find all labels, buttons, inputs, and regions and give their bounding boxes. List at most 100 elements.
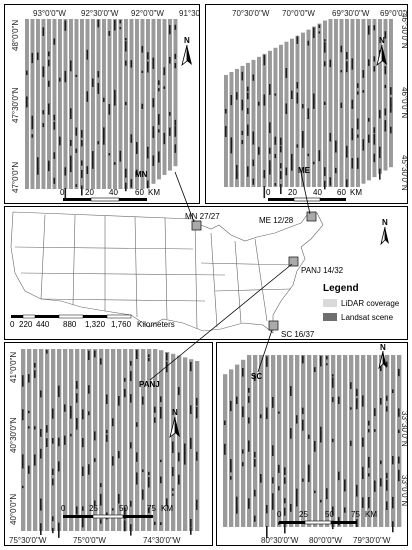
lidar-strip <box>325 355 330 527</box>
mn-site-label: MN <box>135 170 148 179</box>
lidar-strip-dark <box>40 504 42 510</box>
lidar-strip-dark <box>22 462 24 469</box>
lidar-strip-dark <box>324 42 326 53</box>
lidar-strip-dark <box>92 151 94 160</box>
lidar-strip-dark <box>247 124 249 136</box>
lidar-strip-dark <box>86 49 89 60</box>
lidar-strip-dark <box>174 125 177 137</box>
me-top-tick-2: 70°0'0"W <box>282 9 315 18</box>
lidar-strip-dark <box>313 27 315 38</box>
lidar-strip-dark <box>160 406 162 415</box>
lidar-strip <box>343 355 348 527</box>
lidar-strip-dark <box>324 61 326 67</box>
lidar-strip-dark <box>296 82 299 89</box>
lidar-strip-dark <box>22 409 24 421</box>
lidar-strip-dark <box>252 74 255 81</box>
lidar-strip-dark <box>373 56 376 62</box>
lidar-strip-dark <box>335 167 337 174</box>
lidar-strip-dark <box>48 160 50 172</box>
lidar-strip-dark <box>178 452 180 462</box>
lidar-strip-dark <box>190 528 192 532</box>
lidar-strip-dark <box>196 406 198 419</box>
lidar-strip-dark <box>158 113 160 125</box>
lidar-strip-dark <box>31 52 34 64</box>
lidar-strip-dark <box>278 411 280 414</box>
lidar-strip-dark <box>247 107 249 114</box>
lidar-strip-dark <box>148 471 150 476</box>
lidar-strip-dark <box>42 70 45 76</box>
lidar-strip-dark <box>368 420 370 426</box>
lidar-strip <box>146 19 150 189</box>
lidar-strip-dark <box>158 88 160 92</box>
lidar-strip <box>397 355 402 527</box>
mn-scale-bar: 0 20 40 60 KM <box>60 188 160 202</box>
lidar-strip-dark <box>307 40 310 46</box>
lidar-strip-dark <box>86 166 89 175</box>
lidar-strip-dark <box>70 139 72 147</box>
mn-top-tick-1: 93°0'0"W <box>33 9 66 18</box>
lidar-strip-dark <box>136 452 138 462</box>
lidar-strip-dark <box>64 167 67 176</box>
lidar-strip-dark <box>163 67 166 76</box>
lidar-strip-dark <box>160 413 162 419</box>
lidar-strip-dark <box>374 408 376 417</box>
lidar-strip-dark <box>242 367 244 377</box>
lidar-strip-dark <box>118 451 120 457</box>
lidar-strip-dark <box>88 350 90 360</box>
lidar-strip <box>229 369 234 527</box>
lidar-strip-dark <box>296 496 298 507</box>
lidar-strip-dark <box>53 121 56 130</box>
lidar-strip-dark <box>28 465 30 474</box>
lidar-strip <box>41 19 46 189</box>
lidar-strip <box>251 59 256 187</box>
lidar-strip-dark <box>386 395 388 401</box>
lidar-strip <box>135 19 139 189</box>
lidar-strip-dark <box>82 517 84 528</box>
lidar-strip-dark <box>22 375 24 387</box>
lidar-strip-dark <box>163 132 166 145</box>
lidar-strip-dark <box>28 426 30 429</box>
lidar-strip-dark <box>332 438 334 443</box>
lidar-strip-dark <box>130 500 132 507</box>
lidar-strip-dark <box>368 496 370 509</box>
lidar-strip-dark <box>130 394 132 403</box>
lidar-strip-dark <box>52 527 54 534</box>
lidar-strip <box>295 355 300 527</box>
conus-outline <box>10 211 324 334</box>
lidar-strip <box>173 19 178 167</box>
lidar-strip-dark <box>76 419 78 428</box>
lidar-strip-dark <box>34 362 36 368</box>
lidar-strip-dark <box>53 38 56 45</box>
lidar-strip-dark <box>22 485 24 489</box>
panj-scale-bar: 0 25 50 75 KM <box>61 504 173 519</box>
lidar-strip-dark <box>76 506 78 515</box>
mn-scale-0: 0 <box>60 188 65 197</box>
lidar-strip-dark <box>112 456 114 466</box>
lidar-strip-dark <box>70 155 72 168</box>
lidar-strip-dark <box>169 111 171 116</box>
lidar-strip-dark <box>141 70 144 73</box>
lidar-strip <box>33 349 38 531</box>
lidar-strip-dark <box>46 350 48 354</box>
lidar-strip-dark <box>22 454 24 466</box>
lidar-strip-dark <box>178 474 180 485</box>
lidar-strip-dark <box>296 415 298 424</box>
lidar-strip-dark <box>274 153 277 159</box>
lidar-strip-dark <box>263 169 266 179</box>
mn-detail-map: 93°0'0"W 92°30'0"W 92°0'0"W 91°30'0"W 48… <box>11 9 199 202</box>
lidar-strip-dark <box>142 396 144 405</box>
lidar-strip <box>63 19 68 189</box>
lidar-strip-dark <box>384 32 387 38</box>
lidar-strip-dark <box>230 476 232 480</box>
lidar-strip-dark <box>34 454 36 466</box>
lidar-strip <box>334 19 338 187</box>
me-north-label: N <box>379 36 385 45</box>
mn-north-arrow: N <box>181 36 192 67</box>
lidar-strip-dark <box>390 97 392 108</box>
lidar-strip <box>69 19 73 189</box>
lidar-strip-dark <box>152 98 155 108</box>
lidar-strip-dark <box>147 53 149 60</box>
lidar-strip-dark <box>76 380 78 389</box>
lidar-strip-dark <box>308 434 310 439</box>
lidar-strip-dark <box>380 478 382 487</box>
